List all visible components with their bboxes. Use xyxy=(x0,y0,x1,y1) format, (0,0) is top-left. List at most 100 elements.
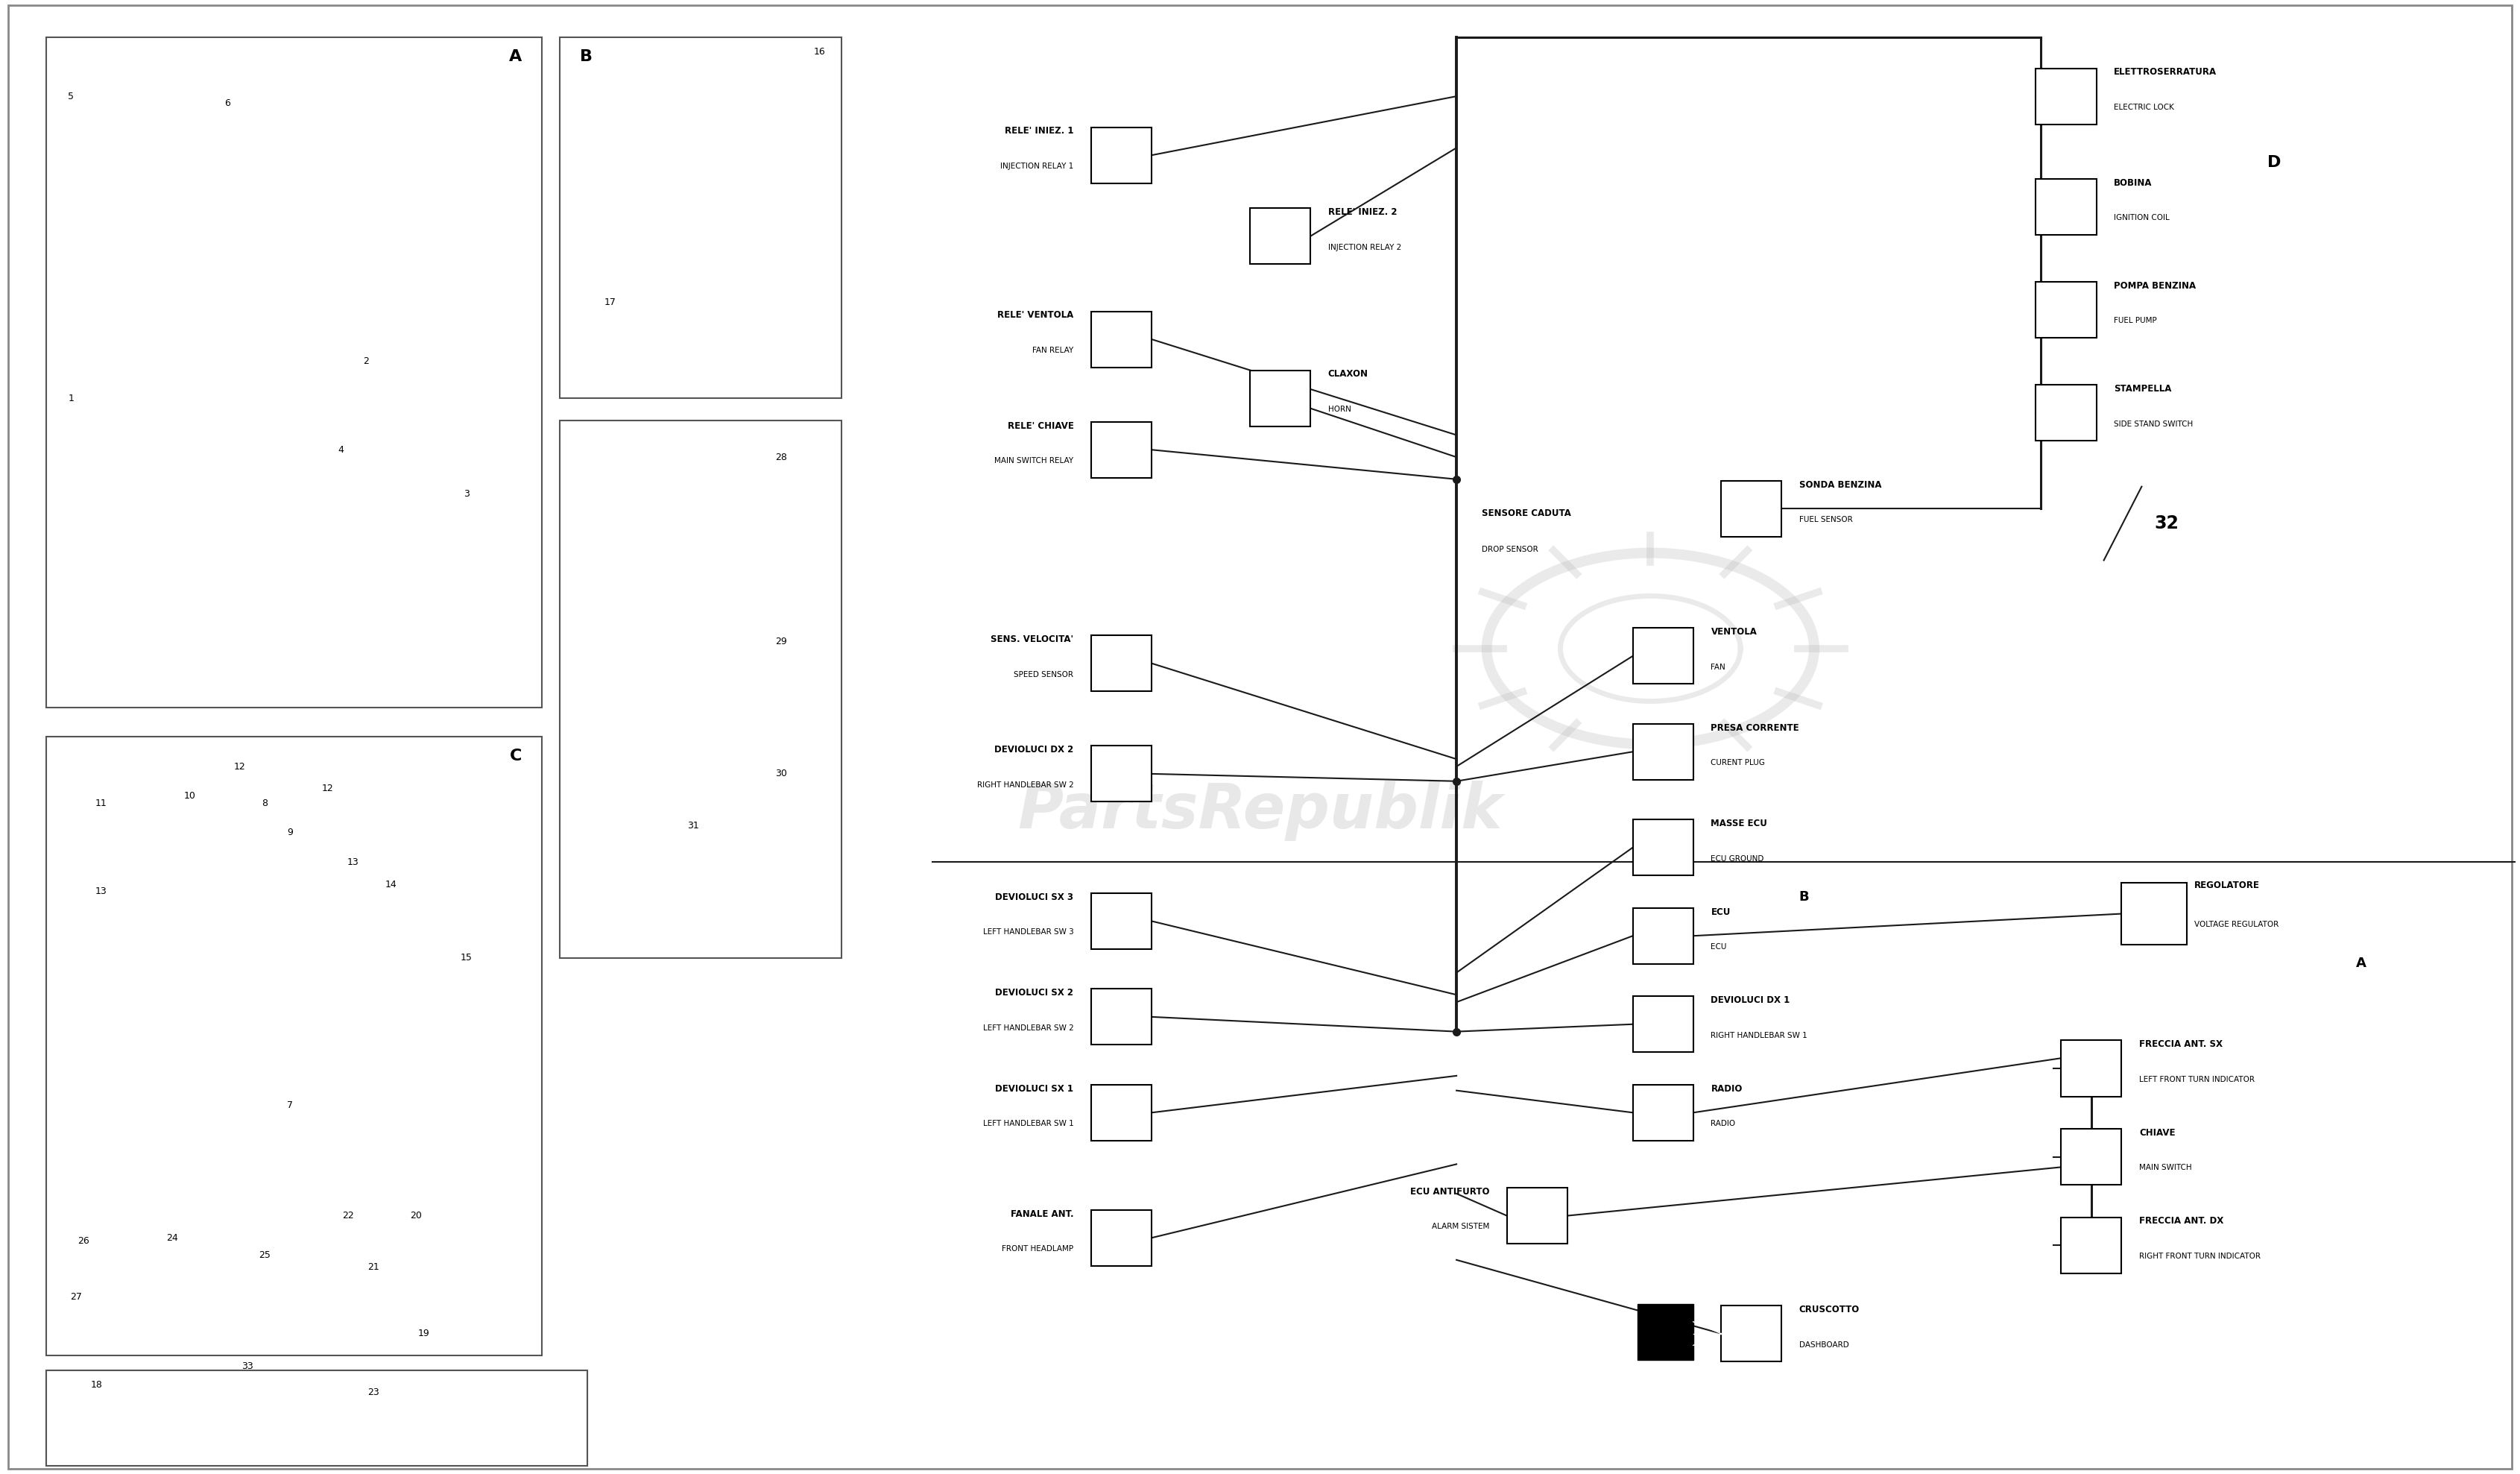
Text: 30: 30 xyxy=(776,769,786,778)
Bar xyxy=(1633,820,1693,876)
Bar xyxy=(1091,311,1152,367)
Text: RADIO: RADIO xyxy=(1711,1120,1736,1128)
Text: 10: 10 xyxy=(184,792,197,800)
Bar xyxy=(1091,746,1152,802)
Bar xyxy=(1633,996,1693,1052)
Text: FUEL SENSOR: FUEL SENSOR xyxy=(1799,516,1852,523)
Bar xyxy=(1091,127,1152,183)
Text: 7: 7 xyxy=(287,1101,292,1110)
Bar xyxy=(1633,628,1693,684)
Text: MASSE ECU: MASSE ECU xyxy=(1711,818,1767,828)
Text: FUEL PUMP: FUEL PUMP xyxy=(2114,317,2157,324)
Bar xyxy=(2061,1129,2122,1185)
Text: 27: 27 xyxy=(71,1291,83,1302)
Text: 13: 13 xyxy=(96,887,108,896)
Bar xyxy=(2036,385,2097,441)
Polygon shape xyxy=(1560,595,1741,702)
Text: REGOLATORE: REGOLATORE xyxy=(2195,880,2260,890)
Text: RIGHT HANDLEBAR SW 1: RIGHT HANDLEBAR SW 1 xyxy=(1711,1032,1807,1039)
Text: 16: 16 xyxy=(814,47,824,57)
Bar xyxy=(1633,724,1693,780)
Text: ALARM SISTEM: ALARM SISTEM xyxy=(1431,1223,1489,1231)
Text: DASHBOARD: DASHBOARD xyxy=(1799,1341,1850,1349)
Bar xyxy=(45,1371,587,1467)
Text: INJECTION RELAY 2: INJECTION RELAY 2 xyxy=(1328,243,1401,251)
Bar xyxy=(2036,68,2097,124)
Bar xyxy=(1507,1188,1567,1244)
Text: DROP SENSOR: DROP SENSOR xyxy=(1482,545,1537,553)
Bar xyxy=(45,737,542,1356)
Bar xyxy=(2061,1218,2122,1274)
Text: 6: 6 xyxy=(224,99,229,109)
Text: 5: 5 xyxy=(68,91,73,102)
Text: LEFT FRONT TURN INDICATOR: LEFT FRONT TURN INDICATOR xyxy=(2139,1076,2255,1083)
Text: MAIN SWITCH RELAY: MAIN SWITCH RELAY xyxy=(995,457,1074,464)
Bar xyxy=(1091,989,1152,1045)
Text: IGNITION COIL: IGNITION COIL xyxy=(2114,214,2170,221)
Text: CHIAVE: CHIAVE xyxy=(2139,1128,2175,1138)
Text: 12: 12 xyxy=(234,762,244,771)
Text: ELECTRIC LOCK: ELECTRIC LOCK xyxy=(2114,103,2175,111)
Text: RIGHT FRONT TURN INDICATOR: RIGHT FRONT TURN INDICATOR xyxy=(2139,1253,2260,1260)
Text: DEVIOLUCI SX 2: DEVIOLUCI SX 2 xyxy=(995,988,1074,998)
Bar xyxy=(1633,908,1693,964)
Text: 11: 11 xyxy=(96,799,108,808)
Text: ECU: ECU xyxy=(1711,907,1731,917)
Text: INJECTION RELAY 1: INJECTION RELAY 1 xyxy=(1000,162,1074,170)
Bar xyxy=(1091,635,1152,691)
Text: RELE' CHIAVE: RELE' CHIAVE xyxy=(1008,422,1074,430)
Text: CLAXON: CLAXON xyxy=(1328,370,1368,379)
Bar xyxy=(1250,370,1310,426)
Text: C: C xyxy=(509,749,522,764)
Text: ECU: ECU xyxy=(1711,943,1726,951)
Bar xyxy=(2036,178,2097,234)
Bar xyxy=(1091,1085,1152,1141)
Text: 2: 2 xyxy=(363,357,368,366)
Text: FRECCIA ANT. DX: FRECCIA ANT. DX xyxy=(2139,1216,2223,1226)
Text: POMPA BENZINA: POMPA BENZINA xyxy=(2114,282,2195,290)
Text: 13: 13 xyxy=(348,858,358,867)
Text: MAIN SWITCH: MAIN SWITCH xyxy=(2139,1164,2192,1172)
Text: BOBINA: BOBINA xyxy=(2114,178,2152,187)
Text: B: B xyxy=(1799,890,1809,904)
Text: 12: 12 xyxy=(323,784,333,793)
Text: VENTOLA: VENTOLA xyxy=(1711,626,1756,637)
Bar xyxy=(1091,1210,1152,1266)
Text: ECU ANTIFURTO: ECU ANTIFURTO xyxy=(1409,1187,1489,1197)
Text: 24: 24 xyxy=(166,1232,179,1243)
Text: FRECCIA ANT. SX: FRECCIA ANT. SX xyxy=(2139,1039,2223,1049)
Bar xyxy=(45,37,542,708)
Text: 15: 15 xyxy=(461,954,471,963)
Bar xyxy=(559,420,842,958)
Text: RELE' INIEZ. 1: RELE' INIEZ. 1 xyxy=(1005,127,1074,136)
Text: 3: 3 xyxy=(464,489,469,498)
Text: 9: 9 xyxy=(287,828,292,837)
Bar xyxy=(1633,1085,1693,1141)
Text: RELE' VENTOLA: RELE' VENTOLA xyxy=(998,311,1074,320)
Text: SONDA BENZINA: SONDA BENZINA xyxy=(1799,481,1882,489)
Text: LEFT HANDLEBAR SW 3: LEFT HANDLEBAR SW 3 xyxy=(983,929,1074,936)
Text: ECU GROUND: ECU GROUND xyxy=(1711,855,1764,862)
Bar xyxy=(2036,282,2097,338)
Text: FRONT HEADLAMP: FRONT HEADLAMP xyxy=(1003,1246,1074,1253)
Bar xyxy=(2061,1041,2122,1097)
Text: DEVIOLUCI SX 1: DEVIOLUCI SX 1 xyxy=(995,1083,1074,1094)
Text: PRESA CORRENTE: PRESA CORRENTE xyxy=(1711,722,1799,733)
Bar xyxy=(1250,208,1310,264)
Bar xyxy=(1721,481,1782,537)
Bar xyxy=(1091,893,1152,949)
Text: HORN: HORN xyxy=(1328,405,1351,413)
Text: B: B xyxy=(580,49,592,63)
Text: D: D xyxy=(2268,155,2281,170)
Bar xyxy=(559,37,842,398)
Text: A: A xyxy=(2356,957,2366,970)
Text: FANALE ANT.: FANALE ANT. xyxy=(1011,1209,1074,1219)
Text: DEVIOLUCI DX 2: DEVIOLUCI DX 2 xyxy=(995,744,1074,755)
Text: DEVIOLUCI SX 3: DEVIOLUCI SX 3 xyxy=(995,892,1074,902)
Text: 28: 28 xyxy=(776,453,786,461)
Text: CURENT PLUG: CURENT PLUG xyxy=(1711,759,1764,766)
Text: A: A xyxy=(509,49,522,63)
Text: LEFT HANDLEBAR SW 1: LEFT HANDLEBAR SW 1 xyxy=(983,1120,1074,1128)
Text: 23: 23 xyxy=(368,1387,378,1397)
Text: FAN: FAN xyxy=(1711,663,1726,671)
